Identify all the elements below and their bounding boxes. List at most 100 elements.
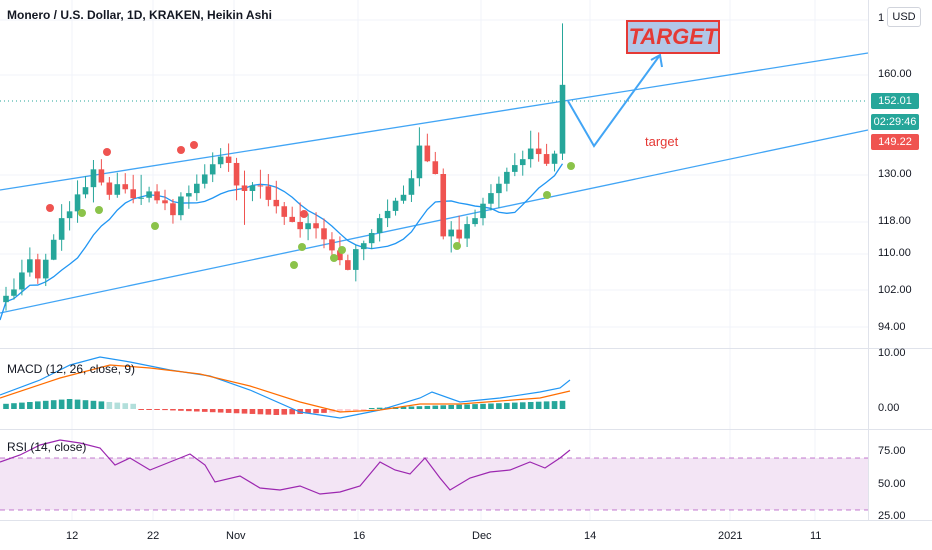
macd-signal-line — [0, 364, 571, 413]
candle-body — [456, 229, 462, 239]
candle-body — [130, 189, 136, 199]
macd-histogram-bar — [440, 405, 447, 409]
signal-dot — [567, 162, 575, 170]
candle-body — [416, 145, 423, 179]
time-tick: Nov — [226, 530, 246, 542]
candle-body — [146, 191, 152, 198]
macd-histogram-bar — [178, 409, 184, 411]
macd-line — [0, 356, 571, 419]
macd-histogram-bar — [146, 409, 152, 410]
signal-dot — [330, 254, 338, 262]
macd-tick: 10.00 — [878, 347, 906, 359]
countdown-badge: 02:29:46 — [871, 114, 919, 130]
candle-body — [535, 148, 542, 155]
macd-histogram-bar — [225, 409, 232, 413]
moving-average-line — [0, 163, 564, 321]
macd-histogram-bar — [519, 402, 526, 409]
candle-body — [464, 224, 470, 239]
candle-body — [98, 169, 105, 183]
macd-histogram-bar — [281, 409, 288, 415]
chart-title: Monero / U.S. Dollar, 1D, KRAKEN, Heikin… — [7, 8, 272, 22]
candle-body — [154, 191, 160, 201]
macd-histogram-bar — [257, 409, 264, 415]
candle-body — [19, 272, 25, 290]
price-tick: 118.00 — [878, 215, 911, 227]
candle-body — [559, 84, 566, 154]
target-box[interactable]: TARGET — [626, 20, 720, 54]
projection-arrowhead — [650, 53, 663, 68]
macd-histogram-bar — [3, 403, 9, 409]
macd-histogram-bar — [42, 400, 49, 409]
macd-histogram-bar — [360, 409, 367, 412]
macd-histogram-bar — [186, 409, 192, 412]
signal-dot — [95, 206, 103, 214]
time-axis-separator — [0, 520, 932, 521]
rsi-separator[interactable] — [0, 429, 932, 430]
macd-separator[interactable] — [0, 348, 932, 349]
rsi-tick: 25.00 — [878, 510, 906, 522]
macd-histogram-bar — [408, 406, 415, 409]
target-box-text: TARGET — [628, 24, 718, 49]
macd-histogram-bar — [527, 402, 534, 409]
candle-body — [170, 203, 176, 216]
macd-histogram-bar — [551, 401, 558, 409]
candle-body — [496, 183, 502, 194]
macd-histogram-bar — [472, 404, 478, 409]
candles — [3, 23, 566, 311]
macd-histogram-bar — [504, 402, 510, 409]
candle-body — [194, 183, 200, 194]
macd-axis[interactable] — [868, 349, 932, 429]
time-tick: 14 — [584, 530, 597, 542]
candle-body — [448, 229, 454, 237]
macd-histogram-bar — [162, 409, 168, 411]
candle-body — [273, 199, 280, 207]
candle-body — [138, 197, 144, 199]
candle-body — [27, 259, 33, 273]
macd-histogram-bar — [559, 400, 566, 409]
macd-histogram-bar — [170, 409, 176, 411]
macd-histogram-bar — [82, 400, 89, 409]
rsi-axis[interactable] — [868, 430, 932, 520]
candle-body — [376, 218, 383, 233]
candle-body — [480, 203, 486, 219]
candle-body — [313, 223, 319, 229]
macd-histogram-bar — [35, 401, 41, 409]
candle-body — [11, 289, 17, 296]
candle-body — [122, 184, 129, 190]
candle-body — [488, 193, 494, 204]
macd-histogram-bar — [337, 409, 343, 413]
price-tick: 110.00 — [878, 247, 911, 259]
signal-dot — [453, 242, 461, 250]
macd-histogram-bar — [74, 399, 81, 409]
macd-histogram-bar — [201, 409, 208, 412]
macd-histogram-bar — [154, 409, 160, 410]
macd-histogram-bar — [50, 400, 57, 409]
candle-body — [400, 194, 407, 201]
ma-line — [0, 163, 564, 321]
candle-body — [289, 216, 295, 222]
candle-body — [58, 218, 65, 240]
macd-histogram-bar — [273, 409, 280, 415]
macd-histogram-bar — [265, 409, 272, 415]
macd-histogram-bar — [448, 405, 454, 409]
currency-button[interactable]: USD — [887, 7, 921, 27]
rsi-band — [0, 457, 868, 511]
candle-body — [42, 259, 49, 279]
candle-body — [504, 171, 510, 184]
candle-body — [440, 174, 447, 237]
signal-dot — [543, 191, 551, 199]
time-tick: 22 — [147, 530, 160, 542]
candle-body — [74, 194, 81, 212]
macd-histogram-bar — [512, 402, 518, 409]
prev-close-badge: 149.22 — [871, 134, 919, 150]
candle-body — [257, 185, 264, 187]
candle-body — [209, 164, 216, 175]
macd-histogram-bar — [432, 405, 439, 409]
price-axis[interactable] — [868, 0, 932, 348]
candle-body — [424, 145, 431, 162]
channel-upper — [0, 52, 869, 191]
candle-body — [178, 196, 184, 216]
macd-histogram-bar — [98, 401, 105, 409]
price-tick: 160.00 — [878, 68, 912, 80]
